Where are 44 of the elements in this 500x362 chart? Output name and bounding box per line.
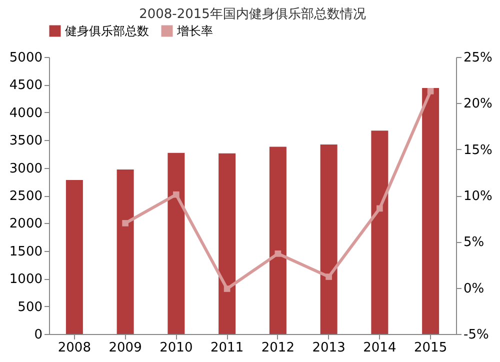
x-tick-label: 2015 bbox=[414, 340, 448, 356]
y-tick-label: 500 bbox=[18, 300, 42, 315]
bar bbox=[218, 153, 236, 334]
y2-tick-label: -5% bbox=[464, 328, 489, 342]
bar bbox=[116, 169, 134, 334]
y-tick-label: 1000 bbox=[9, 272, 42, 288]
x-tick-label: 2012 bbox=[261, 340, 294, 356]
point bbox=[173, 191, 180, 198]
x-tick-label: 2008 bbox=[58, 340, 91, 356]
bar bbox=[269, 146, 286, 334]
legend-label: 增长率 bbox=[176, 24, 213, 38]
y2-tick-label: 10% bbox=[464, 189, 492, 204]
x-tick-label: 2009 bbox=[108, 340, 142, 356]
y2-tick-label: 0% bbox=[464, 281, 484, 296]
y-tick-label: 3000 bbox=[9, 161, 42, 176]
point bbox=[224, 286, 230, 292]
y2-tick-label: 5% bbox=[464, 235, 484, 250]
y-tick-label: 4500 bbox=[9, 78, 42, 94]
bar bbox=[168, 152, 185, 334]
point bbox=[376, 205, 383, 212]
point bbox=[122, 220, 128, 226]
y-tick-label: 0 bbox=[34, 328, 42, 342]
legend-label: 健身俱乐部总数 bbox=[65, 24, 149, 38]
y-tick-label: 1500 bbox=[9, 244, 42, 260]
chart-title: 2008-2015年国内健身俱乐部总数情况 bbox=[139, 7, 366, 22]
y2-tick-label: 15% bbox=[464, 142, 492, 158]
x-tick-label: 2011 bbox=[210, 340, 244, 356]
y-tick-label: 2000 bbox=[9, 216, 42, 232]
bar bbox=[371, 130, 388, 334]
point bbox=[274, 250, 282, 257]
y2-tick-label: 20% bbox=[464, 96, 492, 112]
point bbox=[427, 88, 434, 94]
y2-tick-label: 25% bbox=[464, 50, 492, 66]
x-tick-label: 2014 bbox=[363, 340, 396, 356]
point bbox=[326, 274, 332, 280]
x-tick-label: 2013 bbox=[312, 340, 346, 356]
bar bbox=[320, 144, 338, 334]
y-tick-label: 4000 bbox=[9, 106, 42, 121]
x-tick-label: 2010 bbox=[160, 340, 193, 356]
bar bbox=[422, 88, 440, 334]
y-tick-label: 5000 bbox=[9, 50, 42, 66]
bar bbox=[66, 180, 83, 334]
y-tick-label: 2500 bbox=[9, 189, 42, 204]
y-tick-label: 3500 bbox=[9, 134, 42, 149]
